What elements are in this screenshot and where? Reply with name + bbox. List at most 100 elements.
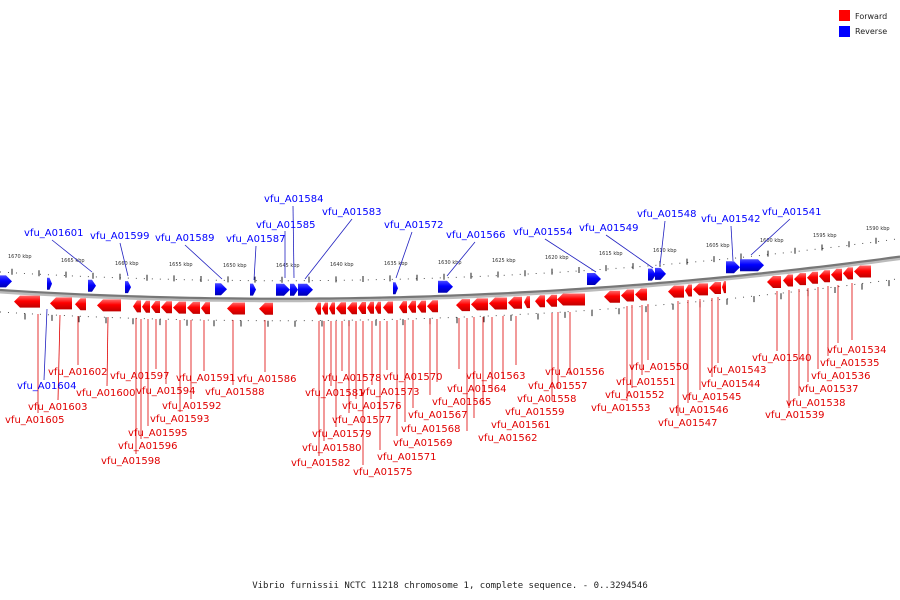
forward-gene-arrow[interactable] [843, 267, 853, 280]
gene-label-vfu-a01582[interactable]: vfu_A01582 [291, 458, 350, 469]
gene-label-vfu-a01548[interactable]: vfu_A01548 [637, 209, 696, 220]
gene-label-vfu-a01543[interactable]: vfu_A01543 [707, 365, 766, 376]
forward-gene-arrow[interactable] [161, 301, 172, 314]
forward-gene-arrow[interactable] [336, 302, 346, 315]
gene-label-vfu-a01586[interactable]: vfu_A01586 [237, 374, 296, 385]
forward-gene-arrow[interactable] [173, 301, 186, 314]
reverse-gene-arrow[interactable] [393, 282, 398, 295]
gene-label-vfu-a01558[interactable]: vfu_A01558 [517, 394, 576, 405]
gene-label-vfu-a01571[interactable]: vfu_A01571 [377, 452, 436, 463]
gene-label-vfu-a01603[interactable]: vfu_A01603 [28, 402, 87, 413]
reverse-gene-arrow[interactable] [655, 267, 666, 280]
forward-gene-arrow[interactable] [693, 283, 708, 296]
gene-label-vfu-a01561[interactable]: vfu_A01561 [491, 420, 550, 431]
forward-gene-arrow[interactable] [722, 281, 726, 294]
gene-label-vfu-a01549[interactable]: vfu_A01549 [579, 223, 638, 234]
gene-label-vfu-a01585[interactable]: vfu_A01585 [256, 220, 315, 231]
forward-gene-arrow[interactable] [383, 301, 393, 314]
reverse-gene-arrow[interactable] [250, 283, 256, 296]
gene-label-vfu-a01566[interactable]: vfu_A01566 [446, 230, 505, 241]
gene-label-vfu-a01553[interactable]: vfu_A01553 [591, 403, 650, 414]
gene-label-vfu-a01588[interactable]: vfu_A01588 [205, 387, 264, 398]
gene-label-vfu-a01587[interactable]: vfu_A01587 [226, 234, 285, 245]
reverse-gene-arrow[interactable] [290, 283, 298, 296]
forward-gene-arrow[interactable] [767, 276, 781, 288]
gene-label-vfu-a01535[interactable]: vfu_A01535 [820, 358, 879, 369]
forward-gene-arrow[interactable] [854, 265, 871, 278]
forward-gene-arrow[interactable] [408, 300, 416, 313]
forward-gene-arrow[interactable] [635, 288, 647, 301]
forward-gene-arrow[interactable] [133, 300, 141, 313]
forward-gene-arrow[interactable] [315, 302, 321, 315]
forward-gene-arrow[interactable] [14, 295, 40, 308]
gene-label-vfu-a01541[interactable]: vfu_A01541 [762, 207, 821, 218]
gene-label-vfu-a01579[interactable]: vfu_A01579 [312, 429, 371, 440]
gene-label-vfu-a01557[interactable]: vfu_A01557 [528, 381, 587, 392]
forward-gene-arrow[interactable] [358, 302, 366, 314]
reverse-gene-arrow[interactable] [0, 275, 12, 288]
gene-label-vfu-a01580[interactable]: vfu_A01580 [302, 443, 361, 454]
reverse-gene-arrow[interactable] [740, 259, 764, 272]
reverse-gene-arrow[interactable] [438, 280, 453, 293]
forward-gene-arrow[interactable] [97, 299, 121, 312]
gene-label-vfu-a01551[interactable]: vfu_A01551 [616, 377, 675, 388]
forward-gene-arrow[interactable] [329, 302, 335, 315]
gene-label-vfu-a01565[interactable]: vfu_A01565 [432, 397, 491, 408]
gene-label-vfu-a01556[interactable]: vfu_A01556 [545, 367, 604, 378]
forward-gene-arrow[interactable] [471, 298, 488, 311]
gene-label-vfu-a01577[interactable]: vfu_A01577 [332, 415, 391, 426]
forward-gene-arrow[interactable] [709, 282, 721, 294]
forward-gene-arrow[interactable] [259, 302, 273, 315]
gene-label-vfu-a01539[interactable]: vfu_A01539 [765, 410, 824, 421]
gene-label-vfu-a01600[interactable]: vfu_A01600 [76, 388, 135, 399]
gene-label-vfu-a01573[interactable]: vfu_A01573 [360, 387, 419, 398]
gene-label-vfu-a01534[interactable]: vfu_A01534 [827, 345, 886, 356]
forward-gene-arrow[interactable] [151, 301, 160, 313]
gene-label-vfu-a01546[interactable]: vfu_A01546 [669, 405, 728, 416]
gene-label-vfu-a01599[interactable]: vfu_A01599 [90, 231, 149, 242]
reverse-gene-arrow[interactable] [726, 261, 740, 274]
forward-gene-arrow[interactable] [831, 268, 842, 281]
gene-label-vfu-a01536[interactable]: vfu_A01536 [811, 371, 870, 382]
forward-gene-arrow[interactable] [604, 290, 620, 303]
gene-label-vfu-a01538[interactable]: vfu_A01538 [786, 398, 845, 409]
forward-gene-arrow[interactable] [489, 297, 507, 310]
gene-label-vfu-a01605[interactable]: vfu_A01605 [5, 415, 64, 426]
reverse-gene-arrow[interactable] [125, 281, 131, 294]
forward-gene-arrow[interactable] [557, 293, 585, 306]
forward-gene-arrow[interactable] [227, 302, 245, 315]
forward-gene-arrow[interactable] [427, 300, 438, 313]
gene-label-vfu-a01594[interactable]: vfu_A01594 [136, 386, 195, 397]
forward-gene-arrow[interactable] [201, 302, 210, 315]
gene-label-vfu-a01552[interactable]: vfu_A01552 [605, 390, 664, 401]
gene-label-vfu-a01584[interactable]: vfu_A01584 [264, 194, 323, 205]
forward-gene-arrow[interactable] [807, 271, 818, 284]
forward-gene-arrow[interactable] [399, 301, 407, 314]
gene-label-vfu-a01604[interactable]: vfu_A01604 [17, 381, 76, 392]
forward-gene-arrow[interactable] [75, 298, 86, 311]
gene-label-vfu-a01568[interactable]: vfu_A01568 [401, 424, 460, 435]
forward-gene-arrow[interactable] [819, 270, 830, 283]
gene-label-vfu-a01544[interactable]: vfu_A01544 [701, 379, 760, 390]
forward-gene-arrow[interactable] [50, 297, 72, 310]
gene-label-vfu-a01550[interactable]: vfu_A01550 [629, 362, 688, 373]
gene-label-vfu-a01540[interactable]: vfu_A01540 [752, 353, 811, 364]
forward-gene-arrow[interactable] [142, 300, 150, 313]
forward-gene-arrow[interactable] [546, 294, 557, 307]
gene-label-vfu-a01591[interactable]: vfu_A01591 [176, 373, 235, 384]
gene-label-vfu-a01592[interactable]: vfu_A01592 [162, 401, 221, 412]
gene-label-vfu-a01537[interactable]: vfu_A01537 [799, 384, 858, 395]
reverse-gene-arrow[interactable] [47, 277, 52, 290]
gene-label-vfu-a01581[interactable]: vfu_A01581 [305, 388, 364, 399]
gene-label-vfu-a01595[interactable]: vfu_A01595 [128, 428, 187, 439]
forward-gene-arrow[interactable] [417, 300, 426, 313]
reverse-gene-arrow[interactable] [276, 283, 290, 296]
forward-gene-arrow[interactable] [187, 301, 200, 314]
forward-gene-arrow[interactable] [621, 289, 634, 302]
forward-gene-arrow[interactable] [347, 302, 357, 315]
reverse-gene-arrow[interactable] [88, 279, 96, 292]
forward-gene-arrow[interactable] [783, 274, 793, 287]
forward-gene-arrow[interactable] [685, 284, 692, 297]
gene-label-vfu-a01562[interactable]: vfu_A01562 [478, 433, 537, 444]
gene-label-vfu-a01563[interactable]: vfu_A01563 [466, 371, 525, 382]
